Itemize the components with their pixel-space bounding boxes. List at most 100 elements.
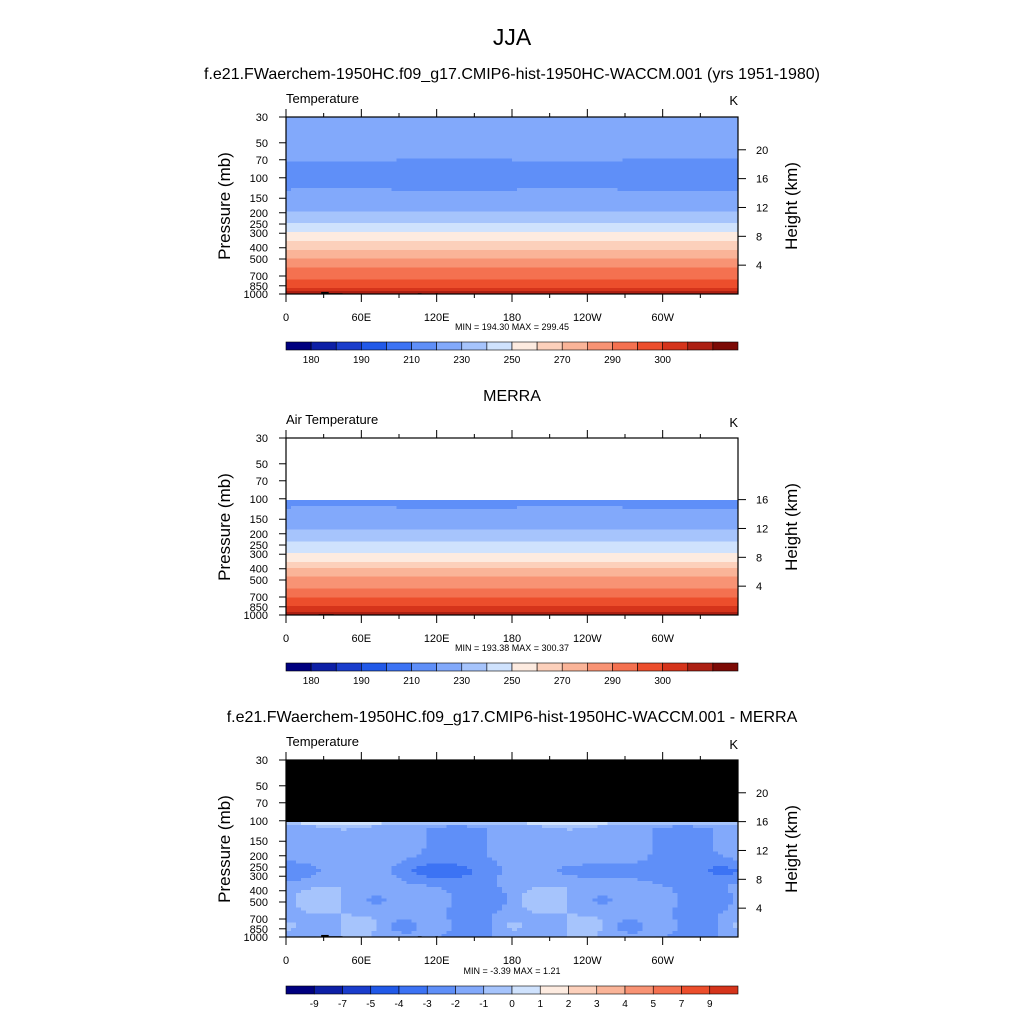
field-cell: [346, 117, 352, 121]
field-cell: [727, 167, 734, 171]
field-cell: [426, 170, 433, 174]
field-cell: [366, 125, 372, 130]
field-cell: [567, 125, 573, 130]
field-cell: [486, 119, 493, 124]
field-cell: [602, 158, 609, 162]
field-cell: [376, 146, 383, 151]
field-cell: [416, 164, 423, 168]
field-cell: [326, 161, 332, 165]
field-cell: [517, 158, 523, 162]
field-cell: [542, 134, 548, 139]
field-cell: [356, 149, 362, 153]
field-cell: [642, 122, 649, 127]
field-cell: [687, 125, 694, 130]
field-cell: [471, 167, 478, 171]
field-cell: [286, 146, 292, 151]
field-cell: [702, 161, 709, 165]
field-cell: [662, 173, 669, 177]
field-cell: [461, 161, 468, 165]
field-cell: [532, 131, 538, 136]
field-cell: [381, 143, 388, 148]
field-cell: [697, 140, 704, 145]
field-cell: [672, 134, 679, 139]
field-cell: [597, 164, 603, 168]
field-cell: [537, 131, 543, 136]
field-cell: [361, 122, 367, 127]
field-cell: [617, 146, 624, 151]
field-cell: [607, 164, 614, 168]
field-cell: [662, 143, 669, 148]
field-cell: [557, 137, 563, 142]
field-cell: [642, 119, 649, 124]
field-cell: [697, 149, 704, 153]
field-cell: [481, 164, 488, 168]
field-cell: [471, 149, 478, 153]
field-cell: [316, 164, 322, 168]
field-cell: [577, 152, 583, 156]
field-cell: [486, 125, 493, 130]
field-cell: [647, 143, 654, 148]
field-cell: [677, 137, 684, 142]
field-cell: [537, 173, 543, 177]
field-cell: [612, 155, 619, 159]
field-cell: [346, 161, 352, 165]
field-cell: [336, 146, 342, 151]
field-cell: [592, 143, 598, 148]
field-cell: [687, 119, 694, 124]
field-cell: [466, 122, 473, 127]
field-cell: [652, 173, 659, 177]
field-cell: [306, 143, 312, 148]
field-cell: [501, 158, 508, 162]
field-cell: [637, 125, 644, 130]
field-cell: [647, 131, 654, 136]
field-cell: [652, 164, 659, 168]
field-cell: [637, 149, 644, 153]
field-cell: [512, 143, 518, 148]
field-cell: [461, 158, 468, 162]
field-cell: [667, 170, 674, 174]
field-cell: [637, 128, 644, 133]
field-cell: [491, 170, 498, 174]
field-cell: [552, 117, 558, 121]
field-cell: [441, 173, 448, 177]
field-cell: [341, 155, 347, 159]
field-cell: [411, 152, 418, 156]
field-cell: [331, 155, 337, 159]
field-cell: [386, 146, 393, 151]
field-cell: [527, 131, 533, 136]
field-cell: [471, 158, 478, 162]
field-cell: [471, 122, 478, 127]
field-cell: [346, 149, 352, 153]
field-cell: [627, 161, 634, 165]
field-cell: [296, 164, 302, 168]
field-cell: [617, 128, 624, 133]
field-cell: [677, 158, 684, 162]
field-cell: [486, 122, 493, 127]
field-cell: [386, 167, 393, 171]
field-cell: [697, 170, 704, 174]
field-cell: [527, 137, 533, 142]
field-cell: [471, 131, 478, 136]
field-cell: [506, 128, 513, 133]
field-cell: [552, 137, 558, 142]
field-cell: [481, 128, 488, 133]
field-cell: [341, 137, 347, 142]
field-cell: [346, 140, 352, 145]
field-cell: [331, 152, 337, 156]
field-cell: [321, 122, 327, 127]
field-cell: [341, 125, 347, 130]
field-cell: [662, 155, 669, 159]
field-cell: [632, 149, 639, 153]
field-cell: [431, 161, 438, 165]
field-cell: [537, 143, 543, 148]
field-cell: [622, 152, 629, 156]
field-cell: [486, 155, 493, 159]
field-cell: [612, 158, 619, 162]
field-cell: [677, 140, 684, 145]
field-cell: [692, 155, 699, 159]
field-cell: [486, 158, 493, 162]
field-cell: [657, 155, 664, 159]
field-cell: [366, 167, 372, 171]
field-cell: [632, 155, 639, 159]
field-cell: [537, 152, 543, 156]
